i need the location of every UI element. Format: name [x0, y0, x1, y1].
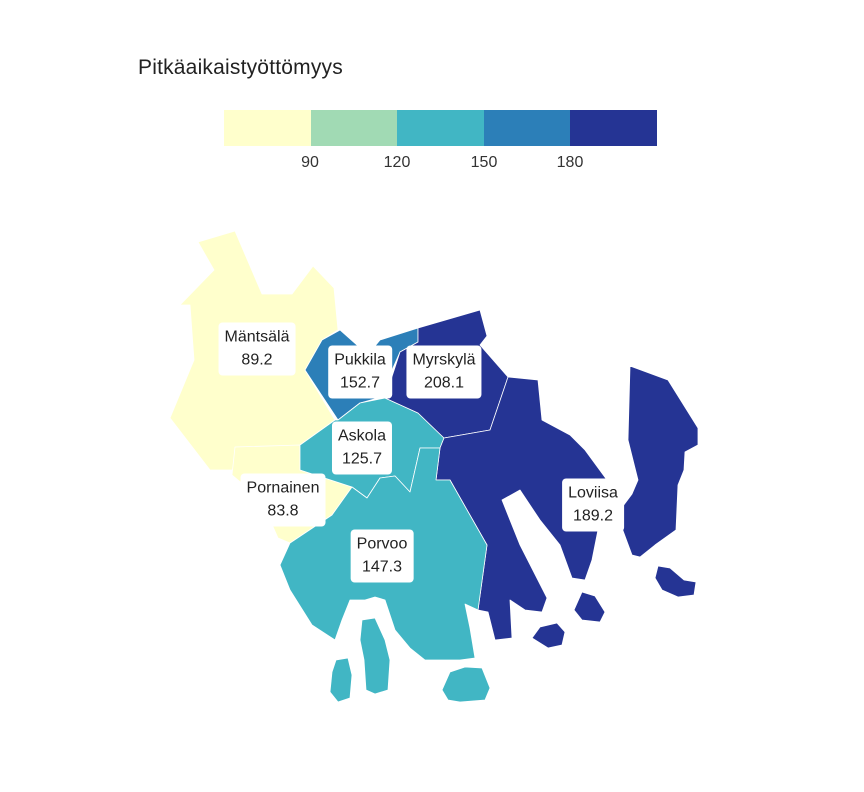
label-value: 125.7 [341, 450, 383, 468]
label-pukkila: Pukkila 152.7 [328, 345, 392, 399]
legend-tick-90: 90 [301, 154, 319, 171]
label-name: Askola [337, 427, 387, 445]
label-name: Pornainen [246, 479, 320, 497]
region-loviisa-island-3[interactable] [654, 565, 697, 598]
legend-tick-120: 120 [383, 154, 411, 171]
region-porvoo-island-3[interactable] [441, 666, 491, 703]
label-value: 189.2 [572, 507, 614, 525]
label-name: Mäntsälä [224, 328, 290, 346]
label-value: 152.7 [339, 374, 381, 392]
label-name: Pukkila [334, 351, 386, 369]
region-porvoo-island-2[interactable] [329, 657, 353, 703]
legend-swatch-4 [483, 110, 571, 146]
legend-tick-150: 150 [470, 154, 498, 171]
label-name: Myrskylä [412, 351, 476, 369]
label-value: 89.2 [241, 351, 273, 369]
label-value: 83.8 [267, 502, 299, 520]
legend-swatch-3 [397, 110, 484, 146]
label-loviisa: Loviisa 189.2 [562, 478, 624, 532]
legend-swatch-1 [224, 110, 311, 146]
label-name: Porvoo [356, 535, 408, 553]
legend-bar [224, 110, 657, 146]
region-loviisa-island-2[interactable] [531, 622, 566, 649]
region-porvoo-island-1[interactable] [359, 617, 391, 695]
color-legend: 90 120 150 180 [224, 110, 657, 180]
label-name: Loviisa [568, 484, 618, 502]
label-askola: Askola 125.7 [331, 421, 393, 475]
label-porvoo: Porvoo 147.3 [350, 529, 414, 583]
label-myrskyla: Myrskylä 208.1 [406, 345, 482, 399]
region-loviisa-island-1[interactable] [573, 591, 606, 623]
region-loviisa-east[interactable] [619, 365, 699, 558]
legend-tick-180: 180 [556, 154, 584, 171]
legend-swatch-5 [570, 110, 657, 146]
legend-swatch-2 [310, 110, 398, 146]
label-value: 208.1 [423, 374, 465, 392]
label-mantsala: Mäntsälä 89.2 [218, 322, 296, 376]
label-value: 147.3 [361, 558, 403, 576]
label-pornainen: Pornainen 83.8 [240, 473, 326, 527]
map-title: Pitkäaikaistyöttömyys [138, 56, 343, 79]
